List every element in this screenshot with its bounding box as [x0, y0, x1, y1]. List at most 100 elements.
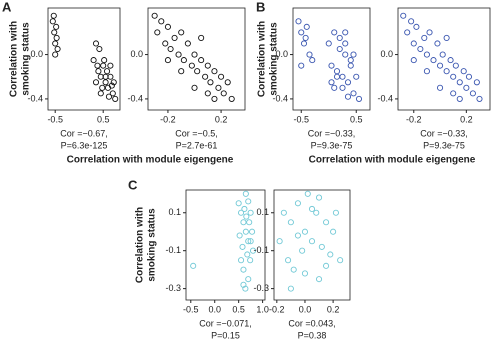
point — [280, 209, 287, 216]
panel-label: C — [128, 177, 138, 192]
point — [437, 62, 444, 69]
point — [331, 29, 338, 36]
point — [308, 238, 316, 245]
point — [337, 257, 344, 264]
y-axis-label: Correlation with smoking status — [257, 21, 280, 97]
point — [92, 40, 100, 47]
point — [304, 190, 311, 197]
plot-frame — [397, 7, 491, 111]
point — [323, 219, 330, 226]
y-tick-label: -0.4 — [377, 93, 393, 103]
point — [410, 40, 417, 47]
x-tick-label: 0.5 — [350, 114, 363, 124]
point — [299, 247, 306, 254]
point — [245, 238, 252, 245]
point — [238, 209, 245, 216]
point — [410, 57, 417, 64]
y-axis-label-line: smoking status — [269, 22, 280, 96]
point — [198, 34, 205, 41]
y-tick-label: 0.0 — [275, 49, 288, 59]
point — [400, 12, 407, 19]
point — [90, 57, 97, 64]
point — [109, 90, 116, 97]
point — [290, 266, 297, 273]
point — [309, 57, 316, 64]
point — [328, 62, 335, 69]
point — [151, 12, 158, 19]
point — [108, 82, 115, 89]
point — [100, 62, 107, 69]
point — [171, 34, 178, 41]
point — [215, 84, 222, 91]
point — [246, 219, 253, 226]
point — [175, 51, 182, 58]
point — [245, 198, 252, 205]
x-tick-label: 0.0 — [208, 304, 221, 314]
point — [325, 40, 332, 47]
point — [102, 73, 109, 80]
point — [238, 257, 245, 264]
point — [421, 34, 428, 41]
point — [178, 29, 185, 36]
point — [308, 205, 316, 213]
point — [306, 51, 313, 58]
point — [287, 285, 294, 292]
point — [158, 18, 165, 25]
point — [439, 51, 446, 58]
point — [450, 90, 457, 97]
point — [301, 270, 309, 277]
point — [355, 95, 363, 102]
point — [211, 68, 218, 75]
y-axis-label: Correlation with smoking status — [9, 21, 32, 97]
point — [105, 93, 113, 100]
point — [101, 57, 108, 64]
y-tick-label: -0.1 — [165, 245, 181, 255]
point — [298, 29, 305, 36]
point — [112, 95, 119, 102]
point — [52, 40, 59, 47]
point — [102, 79, 109, 86]
point — [287, 219, 294, 226]
y-tick-label: 0.0 — [130, 49, 143, 59]
point — [437, 84, 444, 91]
annotation: Cor =−0.33, — [308, 128, 356, 138]
y-tick-label: -0.3 — [165, 283, 181, 293]
annotation: P=2.7e-61 — [176, 140, 218, 150]
plot-frame — [292, 7, 371, 111]
point — [162, 40, 169, 47]
point — [344, 93, 352, 100]
point — [469, 90, 476, 97]
annotation: Cor =−0.33, — [420, 128, 468, 138]
point — [178, 68, 185, 75]
point — [99, 84, 106, 91]
annotation: P=6.3e-125 — [61, 140, 108, 150]
point — [207, 79, 214, 86]
y-tick-label: 0.0 — [380, 49, 393, 59]
point — [332, 209, 339, 216]
annotation: P=9.3e-75 — [423, 140, 465, 150]
point — [430, 57, 437, 64]
point — [426, 29, 433, 36]
point — [96, 45, 103, 53]
point — [95, 68, 102, 75]
point — [463, 84, 470, 91]
y-axis-label: Correlation with smoking status — [135, 207, 158, 283]
point — [220, 90, 227, 97]
point — [244, 251, 251, 258]
annotation: Cor =0.043, — [288, 318, 335, 328]
point — [167, 45, 174, 53]
point — [315, 194, 323, 201]
point — [417, 45, 424, 53]
point — [242, 190, 249, 197]
point — [295, 18, 302, 25]
x-tick-label: -0.2 — [160, 114, 176, 124]
point — [236, 232, 243, 239]
y-tick-label: -0.1 — [253, 245, 269, 255]
point — [241, 205, 248, 213]
annotation: Cor =−0.071, — [199, 318, 252, 328]
point — [339, 84, 346, 91]
point — [107, 62, 114, 69]
x-tick-label: 0.2 — [460, 114, 473, 124]
point — [202, 73, 209, 80]
